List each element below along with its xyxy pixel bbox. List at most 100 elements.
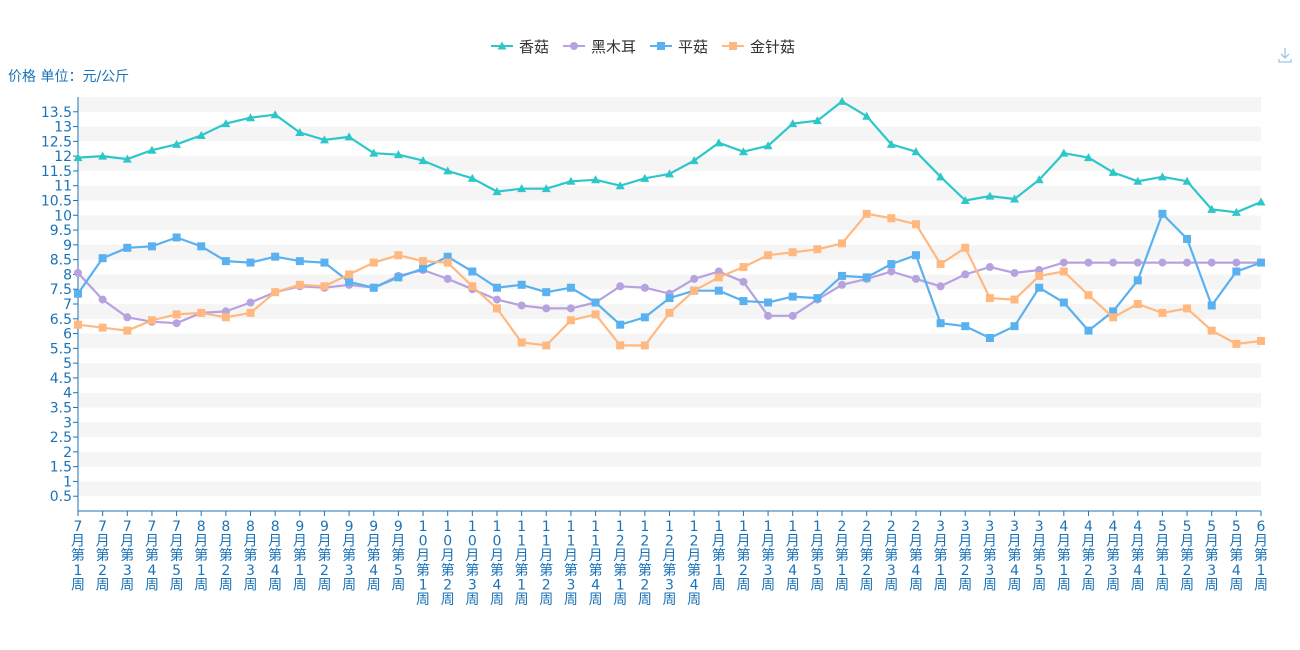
data-point <box>640 283 649 292</box>
grid-band <box>78 141 1261 157</box>
data-point <box>197 308 206 317</box>
data-point <box>616 282 625 291</box>
data-point <box>492 295 501 304</box>
data-point <box>566 176 576 185</box>
data-point <box>172 310 181 319</box>
y-tick-label: 5.5 <box>50 341 72 357</box>
y-tick-label: 1 <box>63 474 72 490</box>
data-point <box>838 271 847 280</box>
data-point <box>271 288 280 297</box>
y-tick-label: 2 <box>63 445 72 461</box>
data-point <box>1232 267 1241 276</box>
data-point <box>566 304 575 313</box>
data-point <box>122 154 132 163</box>
x-tick-label: 4 月第 4 周 <box>1131 519 1145 593</box>
data-point <box>936 282 945 291</box>
data-point <box>714 286 723 295</box>
download-icon[interactable] <box>1276 46 1294 64</box>
legend-marker <box>657 42 665 50</box>
data-point <box>838 280 847 289</box>
data-point <box>172 139 182 148</box>
x-tick-label: 1 月第 3 周 <box>761 519 775 593</box>
legend-marker <box>570 42 578 50</box>
data-point <box>443 274 452 283</box>
data-point <box>246 258 255 267</box>
data-point <box>98 323 107 332</box>
grid-band <box>78 230 1261 245</box>
y-tick-label: 9 <box>63 238 72 254</box>
legend-marker <box>497 41 507 50</box>
data-point <box>665 308 674 317</box>
series-group <box>73 96 1266 350</box>
data-point <box>1059 298 1068 307</box>
data-point <box>640 173 650 182</box>
data-point <box>98 151 108 160</box>
data-point <box>1232 339 1241 348</box>
data-point <box>1010 194 1020 203</box>
data-point <box>739 277 748 286</box>
data-point <box>1257 258 1265 267</box>
x-tick-label: 1 月第 2 周 <box>736 519 750 593</box>
x-tick-label: 9 月第 1 周 <box>293 519 307 593</box>
data-point <box>788 311 797 320</box>
data-point <box>788 292 797 301</box>
x-tick-label: 1 0 月第 4 周 <box>490 519 504 608</box>
legend-label: 平菇 <box>678 38 708 56</box>
data-point <box>492 304 501 313</box>
data-point <box>542 288 551 297</box>
data-point <box>147 316 156 325</box>
data-point <box>1232 258 1241 267</box>
grid-band <box>78 451 1261 467</box>
data-point <box>147 145 157 154</box>
data-point <box>640 341 649 350</box>
data-point <box>1257 336 1265 345</box>
data-point <box>1034 175 1044 184</box>
data-point <box>566 283 575 292</box>
y-tick-label: 7.5 <box>50 282 72 298</box>
data-point <box>246 298 255 307</box>
x-tick-label: 5 月第 2 周 <box>1180 519 1194 593</box>
legend: 香菇 黑木耳 平菇 金针菇 <box>491 38 795 56</box>
legend-label: 香菇 <box>519 38 549 56</box>
data-point <box>1084 258 1093 267</box>
grid-band <box>78 333 1261 349</box>
x-tick-label: 3 月第 4 周 <box>1008 519 1022 593</box>
x-tick-label: 1 0 月第 2 周 <box>441 519 455 608</box>
data-point <box>862 111 872 120</box>
grid-band <box>78 244 1261 260</box>
data-point <box>615 181 625 190</box>
data-point <box>74 268 82 277</box>
data-point <box>665 294 674 303</box>
data-point <box>1010 268 1019 277</box>
data-point <box>394 273 403 282</box>
grid-band <box>78 481 1261 497</box>
data-point <box>739 297 748 306</box>
data-point <box>738 147 748 156</box>
data-point <box>394 251 403 260</box>
y-tick-label: 11.5 <box>41 164 72 180</box>
data-point <box>369 258 378 267</box>
x-tick-label: 9 月第 3 周 <box>342 519 356 593</box>
data-point <box>221 257 230 266</box>
data-point <box>221 119 231 128</box>
data-point <box>492 187 502 196</box>
data-point <box>1231 207 1241 216</box>
data-point <box>886 139 896 148</box>
data-point <box>1183 258 1192 267</box>
data-point <box>936 260 945 269</box>
data-point <box>1059 258 1068 267</box>
data-point <box>295 257 304 266</box>
data-point <box>616 341 625 350</box>
data-point <box>1083 153 1093 162</box>
data-point <box>221 313 230 322</box>
y-tick-label: 3 <box>63 415 72 431</box>
y-tick-label: 5 <box>63 356 72 372</box>
data-point <box>1207 301 1216 310</box>
data-point <box>468 267 477 276</box>
x-tick-label: 7 月第 4 周 <box>145 519 159 593</box>
data-point <box>591 298 600 307</box>
y-tick-label: 10 <box>54 208 72 224</box>
data-point <box>246 308 255 317</box>
x-tick-label: 6 月第 1 周 <box>1254 519 1268 593</box>
